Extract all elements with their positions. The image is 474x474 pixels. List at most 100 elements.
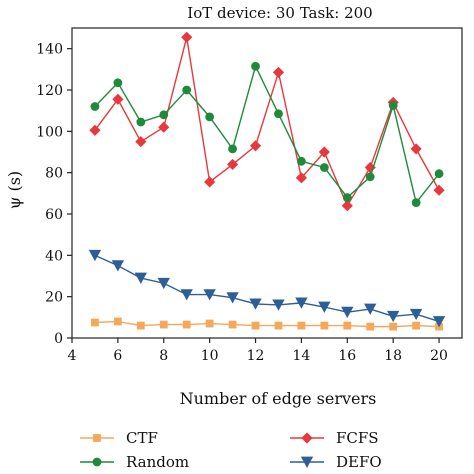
- data-point-defo: [341, 306, 354, 318]
- data-point-defo: [180, 289, 193, 301]
- data-point-random: [411, 198, 421, 208]
- legend-label-defo: DEFO: [336, 453, 382, 471]
- data-point-random: [205, 112, 215, 122]
- data-point-fcfs: [135, 136, 147, 148]
- data-point-random: [136, 117, 146, 127]
- data-point-defo: [318, 301, 331, 313]
- data-point-fcfs: [410, 143, 422, 155]
- data-point-fcfs: [112, 93, 124, 105]
- legend-item-defo: DEFO: [290, 453, 382, 471]
- data-point-random: [388, 101, 398, 110]
- legend-label-random: Random: [126, 453, 189, 471]
- data-point-defo: [295, 297, 308, 309]
- data-point-random: [319, 163, 329, 172]
- legend-item-random: Random: [80, 453, 189, 471]
- x-tick-label: 8: [159, 348, 168, 364]
- data-point-fcfs: [89, 124, 101, 136]
- legend-label-ctf: CTF: [126, 429, 158, 447]
- data-point-random: [159, 110, 169, 120]
- series-line-defo: [94, 254, 440, 323]
- legend-item-fcfs: FCFS: [290, 429, 379, 447]
- data-point-defo: [364, 303, 377, 315]
- x-tick-label: 20: [430, 348, 448, 364]
- x-tick-label: 18: [384, 348, 402, 364]
- data-point-fcfs: [158, 121, 170, 133]
- data-point-defo: [226, 292, 239, 304]
- data-point-fcfs: [295, 172, 307, 184]
- data-point-fcfs: [249, 140, 262, 152]
- data-point-fcfs: [341, 200, 353, 212]
- data-point-defo: [134, 272, 148, 284]
- y-tick-label: 80: [45, 166, 63, 182]
- series-line-fcfs: [94, 37, 440, 208]
- data-point-fcfs: [181, 31, 193, 43]
- data-point-random: [228, 144, 237, 154]
- data-point-random: [182, 85, 192, 95]
- series-random: [90, 61, 444, 208]
- data-point-defo: [88, 249, 102, 262]
- x-tick-label: 10: [201, 348, 219, 364]
- data-point-ctf: [274, 321, 283, 330]
- data-point-random: [113, 78, 123, 88]
- series-line-ctf: [94, 320, 440, 328]
- x-tick-label: 16: [338, 348, 356, 364]
- data-point-ctf: [91, 318, 99, 327]
- data-point-ctf: [412, 321, 421, 330]
- y-tick-label: 140: [36, 42, 63, 58]
- y-axis-label: ψ (s): [5, 171, 24, 209]
- data-point-fcfs: [272, 66, 285, 78]
- y-tick-label: 40: [45, 248, 63, 264]
- data-point-defo: [111, 260, 125, 272]
- data-point-ctf: [205, 319, 214, 328]
- series-defo: [88, 249, 446, 328]
- data-point-random: [434, 169, 444, 179]
- data-point-defo: [432, 316, 446, 328]
- data-point-ctf: [182, 320, 191, 329]
- data-point-defo: [203, 289, 216, 301]
- data-point-ctf: [159, 320, 168, 329]
- y-tick-label: 0: [54, 331, 63, 347]
- legend-item-ctf: CTF: [80, 429, 158, 447]
- data-point-fcfs: [204, 176, 216, 188]
- data-point-ctf: [136, 321, 145, 330]
- data-point-fcfs: [433, 184, 445, 196]
- data-point-defo: [409, 308, 423, 321]
- data-point-defo: [157, 277, 170, 290]
- x-axis-label: Number of edge servers: [180, 389, 377, 408]
- legend-label-fcfs: FCFS: [336, 429, 379, 447]
- data-point-ctf: [320, 321, 329, 330]
- data-point-ctf: [228, 320, 237, 329]
- legend-marker-ctf: [93, 434, 101, 442]
- chart-title: IoT device: 30 Task: 200: [187, 4, 372, 22]
- data-point-ctf: [297, 321, 306, 330]
- series-fcfs: [89, 31, 445, 212]
- data-point-fcfs: [318, 146, 330, 158]
- x-tick-label: 14: [292, 348, 310, 364]
- legend-marker-random: [92, 457, 102, 467]
- data-point-defo: [386, 310, 400, 323]
- x-tick-label: 12: [247, 348, 265, 364]
- data-point-ctf: [251, 321, 260, 330]
- y-tick-label: 100: [36, 124, 63, 140]
- series-ctf: [91, 317, 443, 331]
- data-point-ctf: [343, 321, 352, 330]
- plot-frame: [71, 27, 463, 339]
- y-tick-label: 60: [45, 207, 63, 223]
- data-point-defo: [249, 298, 262, 310]
- data-point-random: [342, 193, 352, 202]
- data-point-random: [365, 172, 375, 182]
- legend: CTF FCFS Random DEFO: [80, 429, 382, 471]
- x-tick-label: 4: [68, 348, 77, 364]
- data-point-ctf: [366, 322, 375, 331]
- data-point-random: [251, 61, 260, 71]
- data-point-random: [90, 102, 100, 111]
- legend-marker-defo: [300, 456, 314, 468]
- data-point-random: [297, 156, 306, 166]
- data-point-ctf: [389, 322, 398, 331]
- series-group: [88, 31, 446, 331]
- y-tick-label: 120: [36, 83, 63, 99]
- y-axis-ticks: 0 20 40 60 80 100 120 140: [36, 42, 72, 347]
- data-point-fcfs: [227, 158, 239, 170]
